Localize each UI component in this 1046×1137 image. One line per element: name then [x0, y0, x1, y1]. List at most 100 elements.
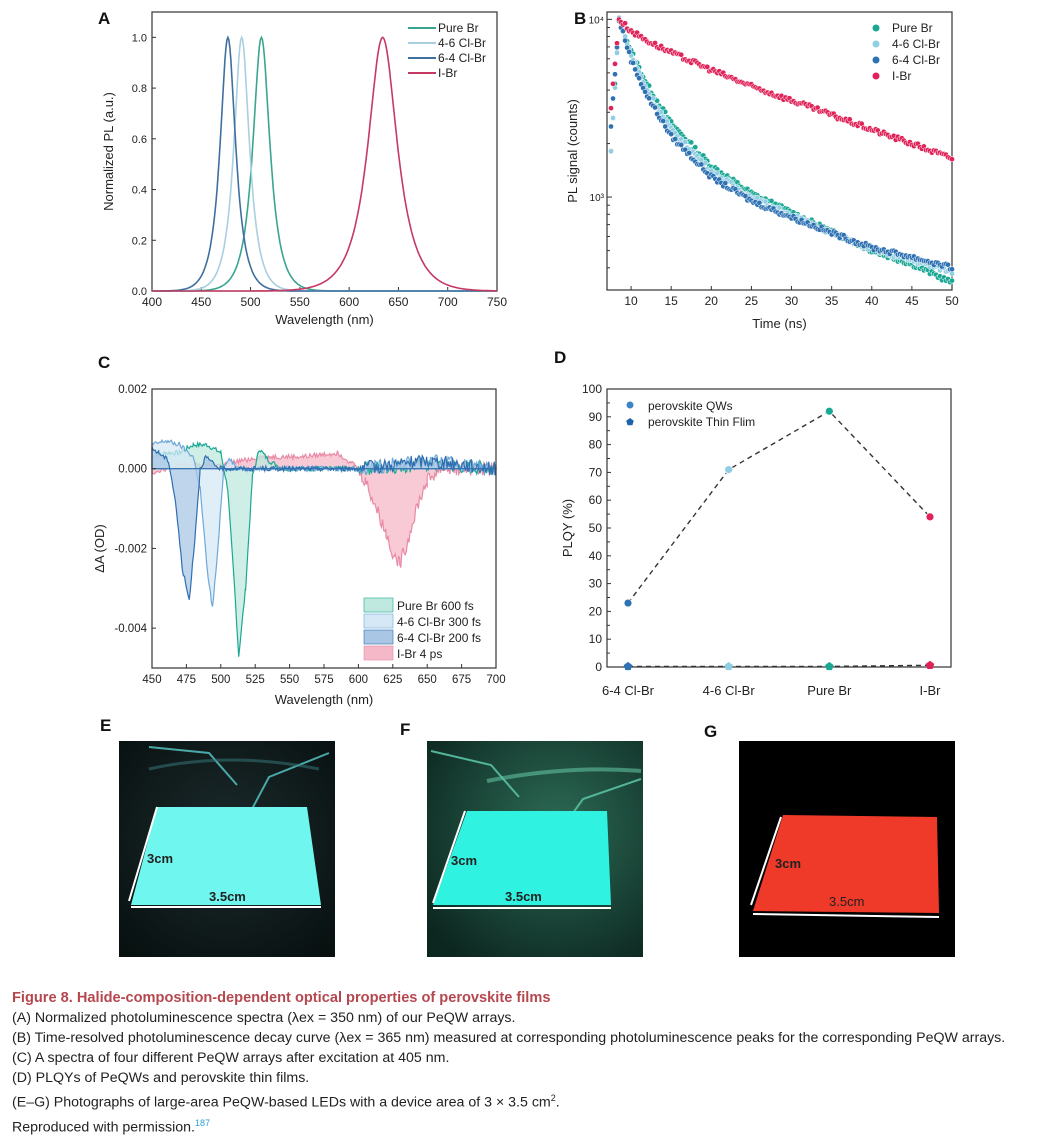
data-point	[714, 170, 721, 177]
data-point	[672, 136, 679, 142]
data-point-thin-film	[623, 661, 633, 671]
legend-label: Pure Br	[438, 21, 479, 35]
legend-label: 6-4 Cl-Br	[892, 53, 940, 67]
panel-label-f: F	[400, 720, 411, 739]
legend-label: 4-6 Cl-Br	[438, 36, 486, 50]
legend-label: perovskite QWs	[648, 399, 733, 413]
x-tick-label: 650	[388, 295, 408, 309]
x-tick-label: 475	[177, 674, 196, 686]
legend-label: Pure Br	[892, 21, 933, 35]
legend-marker	[872, 24, 880, 32]
y-tick-label: 0.002	[118, 384, 147, 396]
x-tick-label: 40	[865, 294, 879, 308]
legend-label: 6-4 Cl-Br 200 fs	[397, 631, 481, 645]
led-emitting-area	[131, 807, 321, 905]
y-tick-label: 0.0	[132, 286, 147, 298]
data-point-qw	[925, 512, 935, 522]
legend-swatch	[363, 629, 394, 645]
data-point	[610, 80, 616, 87]
y-tick-label: 20	[589, 604, 603, 618]
caption-eg-superscript: 2	[550, 1093, 556, 1103]
led-photo-e: 3cm 3.5cm	[119, 741, 335, 957]
photo-f-led: 3cm 3.5cm	[427, 741, 643, 957]
y-tick-label: 0	[595, 660, 602, 674]
data-point-thin-film	[825, 661, 834, 671]
legend-swatch	[363, 645, 394, 661]
y-axis-label: ΔA (OD)	[92, 524, 107, 572]
caption-line-d: (D) PLQYs of PeQWs and perovskite thin f…	[12, 1070, 310, 1086]
panel-label-g: G	[704, 722, 718, 741]
x-tick-label: 650	[418, 674, 437, 686]
x-axis-label: Wavelength (nm)	[275, 312, 374, 327]
x-tick-label: 450	[191, 295, 211, 309]
x-tick-label: 30	[785, 294, 799, 308]
y-tick-label: 10³	[590, 193, 605, 204]
photo-e-led: 3cm 3.5cm	[119, 741, 335, 957]
x-tick-label: 450	[142, 674, 161, 686]
led-photo-f: 3cm 3.5cm	[427, 741, 643, 957]
data-point-thin-film	[724, 661, 733, 671]
chart-d-plqy: 0 10 20 30 40 50 60 70 80 90 100 6-4 Cl-Br 4-6 Cl-Br…	[560, 382, 952, 698]
y-tick-label: 100	[582, 382, 602, 396]
x-tick-label: 25	[745, 294, 759, 308]
y-tick-label: 80	[589, 438, 603, 452]
x-tick-label: 550	[290, 295, 310, 309]
x-tick-label: 550	[280, 674, 299, 686]
data-point	[610, 115, 616, 121]
figure-caption: Figure 8. Halide-composition-dependent o…	[12, 988, 1042, 1137]
x-tick-label: 600	[349, 674, 368, 686]
x-tick-label: 50	[945, 294, 959, 308]
legend-marker-thin-film	[626, 418, 634, 426]
y-axis-label: PLQY (%)	[560, 499, 575, 557]
caption-line-b: (B) Time-resolved photoluminescence deca…	[12, 1030, 1006, 1046]
legend-label: I-Br	[892, 69, 911, 83]
reference-link[interactable]: 187	[194, 1117, 210, 1128]
x-tick-label: 20	[705, 294, 719, 308]
x-tick-label: 700	[438, 295, 458, 309]
y-tick-label: 10	[589, 632, 603, 646]
data-point-thin-film	[925, 660, 935, 669]
data-point	[612, 61, 618, 67]
data-point	[622, 37, 628, 44]
data-point	[692, 144, 699, 150]
legend-label: Pure Br 600 fs	[397, 599, 474, 613]
x-category-label: 4-6 Cl-Br	[703, 683, 756, 698]
y-tick-label: 60	[589, 493, 603, 507]
data-point	[698, 161, 705, 168]
caption-line-eg: (E–G) Photographs of large-area PeQW-bas…	[12, 1088, 1042, 1113]
data-point	[722, 180, 729, 186]
data-point	[678, 51, 685, 58]
dimension-height-label: 3cm	[775, 856, 801, 871]
x-tick-label: 675	[452, 674, 471, 686]
data-point	[632, 66, 638, 73]
data-point	[608, 148, 614, 155]
x-tick-label: 575	[314, 674, 333, 686]
series-line-thin-film	[628, 664, 931, 668]
x-axis-label: Time (ns)	[752, 316, 806, 331]
legend-marker	[872, 40, 880, 48]
caption-title: Figure 8. Halide-composition-dependent o…	[12, 990, 551, 1006]
y-tick-label: 90	[589, 410, 603, 424]
led-emitting-area	[753, 815, 939, 913]
data-point	[608, 123, 614, 130]
legend-swatch	[363, 613, 394, 629]
data-point	[682, 139, 689, 145]
legend-label: 6-4 Cl-Br	[438, 51, 486, 65]
legend-marker-qws	[626, 401, 634, 409]
data-point	[636, 75, 642, 82]
data-point	[668, 131, 675, 137]
panel-label-e: E	[100, 716, 112, 735]
legend-label: 4-6 Cl-Br 300 fs	[397, 615, 481, 629]
series-line-qws	[627, 410, 931, 604]
y-tick-label: 1.0	[132, 32, 147, 44]
x-tick-label: 10	[624, 294, 638, 308]
series-line-i-br	[152, 36, 497, 292]
y-tick-label: 30	[589, 577, 603, 591]
data-point	[610, 95, 616, 102]
data-point	[949, 156, 955, 163]
caption-line-a: (A) Normalized photoluminescence spectra…	[12, 1010, 516, 1026]
x-tick-label: 750	[487, 295, 507, 309]
x-tick-label: 700	[486, 674, 505, 686]
chart-b-pl-decay: 10 15 20 25 30 35 40 45 50 10³ 10⁴ Time (ns) PL sign…	[565, 11, 959, 331]
series-area-6-4-cl-br-200-fs	[151, 446, 497, 600]
